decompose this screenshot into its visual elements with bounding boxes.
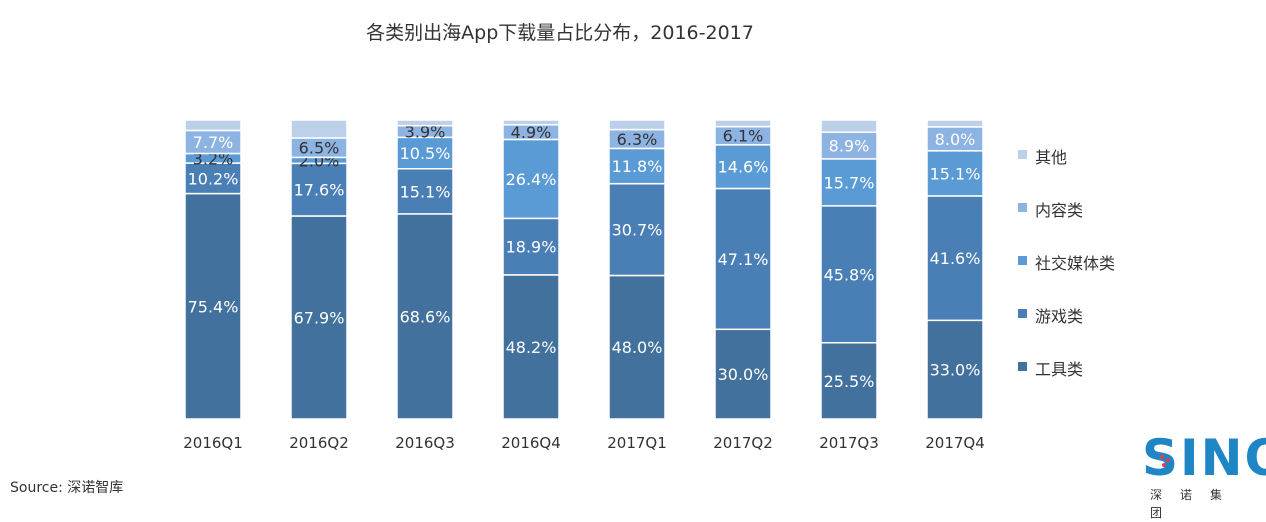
bar-segment: [608, 119, 666, 131]
legend-swatch: [1018, 362, 1027, 371]
data-label: 41.6%: [930, 249, 981, 268]
data-label: 15.1%: [400, 182, 451, 201]
stacked-bar-chart: 75.4%10.2%3.2%7.7%2016Q167.9%17.6%2.0%6.…: [183, 119, 985, 452]
data-label: 47.1%: [718, 250, 769, 269]
data-label: 30.0%: [718, 365, 769, 384]
x-tick-label: 2017Q2: [713, 434, 773, 452]
legend-label: 社交媒体类: [1035, 254, 1116, 273]
data-label: 67.9%: [294, 308, 345, 327]
data-label: 25.5%: [824, 372, 875, 391]
bar-segment: [926, 119, 984, 128]
bar-segment: [714, 144, 772, 190]
bar-segment: [184, 119, 242, 132]
bar-segment: [502, 138, 560, 220]
legend-label: 工具类: [1035, 360, 1084, 379]
x-tick-label: 2017Q3: [819, 434, 879, 452]
data-label: 15.1%: [930, 164, 981, 183]
bar-segment: [714, 119, 772, 128]
bar-segment: [396, 167, 454, 215]
bar-segment: [926, 195, 984, 322]
bar-segment: [396, 213, 454, 420]
bar-segment: [926, 150, 984, 197]
bar-segment: [396, 136, 454, 170]
x-tick-label: 2016Q3: [395, 434, 455, 452]
data-label: 8.9%: [829, 137, 870, 156]
legend-item: 内容类: [1018, 197, 1115, 250]
bar-segment: [820, 131, 878, 160]
legend-swatch: [1018, 203, 1027, 212]
bar-segment: [608, 182, 666, 277]
data-label: 10.5%: [400, 144, 451, 163]
legend-item: 游戏类: [1018, 303, 1115, 356]
legend-label: 游戏类: [1035, 307, 1084, 326]
bar-segment: [820, 205, 878, 344]
bar-segment: [820, 119, 878, 134]
bar-segment: [290, 119, 348, 139]
bar-segment: [714, 187, 772, 331]
data-label: 14.6%: [718, 158, 769, 177]
x-tick-label: 2016Q4: [501, 434, 561, 452]
legend-item: 社交媒体类: [1018, 250, 1115, 303]
legend-swatch: [1018, 309, 1027, 318]
chart-title: 各类别出海App下载量占比分布，2016-2017: [366, 22, 754, 44]
data-label: 48.2%: [506, 338, 557, 357]
x-tick-label: 2016Q1: [183, 434, 243, 452]
data-label: 68.6%: [400, 307, 451, 326]
x-tick-label: 2017Q1: [607, 434, 667, 452]
data-label: 48.0%: [612, 338, 663, 357]
data-label: 6.1%: [723, 127, 764, 146]
data-label: 33.0%: [930, 361, 981, 380]
legend-label: 内容类: [1035, 201, 1084, 220]
bar-segment: [608, 274, 666, 420]
data-label: 4.9%: [511, 123, 552, 142]
legend-item: 其他: [1018, 144, 1115, 197]
data-label: 26.4%: [506, 170, 557, 189]
sino-logo: SINO 深诺集团: [1142, 430, 1266, 520]
logo-subtitle: 深诺集团: [1150, 488, 1241, 520]
data-label: 8.0%: [935, 130, 976, 149]
data-label: 18.9%: [506, 238, 557, 257]
data-label: 30.7%: [612, 221, 663, 240]
legend: 其他内容类社交媒体类游戏类工具类: [1018, 144, 1115, 409]
logo-dots-icon: [1160, 455, 1170, 467]
bar-segment: [502, 119, 560, 126]
bar-segment: [502, 274, 560, 420]
x-tick-label: 2016Q2: [289, 434, 349, 452]
bar-segment: [184, 192, 242, 420]
data-label: 6.3%: [617, 130, 658, 149]
data-label: 17.6%: [294, 181, 345, 200]
bar-segment: [820, 342, 878, 420]
source-note: Source: 深诺智库: [10, 480, 124, 496]
data-label: 3.9%: [405, 123, 446, 142]
legend-item: 工具类: [1018, 356, 1115, 409]
data-label: 11.8%: [612, 157, 663, 176]
legend-swatch: [1018, 150, 1027, 159]
bar-segment: [926, 319, 984, 420]
bar-segment: [290, 215, 348, 420]
data-label: 10.2%: [188, 169, 239, 188]
legend-label: 其他: [1035, 148, 1068, 167]
bar-segment: [714, 328, 772, 420]
bar-segment: [608, 147, 666, 185]
bar-segment: [396, 119, 454, 127]
data-label: 75.4%: [188, 297, 239, 316]
legend-swatch: [1018, 256, 1027, 265]
data-label: 45.8%: [824, 265, 875, 284]
data-label: 15.7%: [824, 173, 875, 192]
data-label: 7.7%: [193, 133, 234, 152]
x-tick-label: 2017Q4: [925, 434, 985, 452]
data-label: 6.5%: [299, 139, 340, 158]
